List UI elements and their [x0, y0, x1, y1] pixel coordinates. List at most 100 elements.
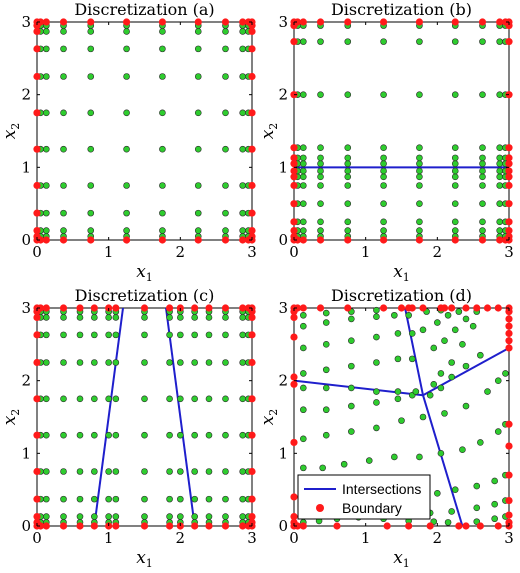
- boundary-point: [290, 438, 298, 447]
- interior-point: [373, 424, 380, 432]
- boundary-point: [42, 18, 50, 26]
- panel-d-legend: Intersections Boundary: [297, 474, 431, 520]
- interior-point: [344, 167, 352, 175]
- interior-point: [105, 395, 112, 403]
- interior-point: [239, 73, 246, 80]
- panel-c-points: [33, 304, 256, 530]
- interior-point: [222, 209, 229, 217]
- interior-point: [91, 314, 98, 321]
- boundary-point: [76, 522, 84, 530]
- interior-point: [239, 182, 246, 189]
- interior-point: [391, 453, 398, 461]
- interior-point: [473, 482, 481, 490]
- interior-point: [479, 154, 486, 162]
- interior-point: [60, 182, 67, 189]
- boundary-point: [462, 304, 470, 312]
- boundary-point: [290, 38, 298, 46]
- interior-point: [479, 38, 486, 45]
- interior-point: [123, 145, 130, 153]
- interior-point: [105, 513, 112, 520]
- interior-point: [437, 370, 445, 377]
- interior-point: [87, 227, 95, 234]
- interior-point: [43, 227, 50, 234]
- interior-point: [344, 160, 352, 167]
- boundary-point: [33, 313, 41, 322]
- interior-point: [317, 154, 324, 162]
- boundary-point: [293, 304, 302, 312]
- interior-point: [444, 519, 452, 526]
- interior-point: [496, 218, 503, 226]
- interior-point: [141, 314, 148, 321]
- interior-point: [222, 331, 229, 339]
- interior-point: [166, 468, 173, 475]
- interior-point: [60, 468, 67, 475]
- boundary-point: [239, 236, 247, 244]
- interior-point: [380, 38, 387, 45]
- interior-point: [434, 489, 441, 497]
- boundary-point: [33, 431, 41, 439]
- boundary-point: [483, 304, 492, 312]
- interior-point: [451, 144, 459, 152]
- interior-point: [344, 182, 352, 189]
- interior-point: [322, 319, 330, 326]
- boundary-point: [379, 304, 388, 312]
- interior-point: [441, 410, 448, 417]
- interior-point: [300, 91, 307, 98]
- panel-a-xlabel: x1: [136, 262, 153, 284]
- interior-point: [87, 45, 95, 53]
- interior-point: [123, 73, 130, 80]
- interior-point: [105, 431, 112, 439]
- interior-point: [455, 308, 463, 315]
- boundary-point: [33, 145, 41, 153]
- boundary-point: [205, 522, 213, 530]
- interior-point: [459, 341, 466, 348]
- interior-point: [222, 513, 229, 520]
- interior-point: [91, 359, 98, 366]
- interior-point: [416, 91, 423, 98]
- interior-point: [380, 227, 387, 234]
- interior-point: [394, 330, 402, 337]
- interior-point: [394, 395, 402, 403]
- x-tick-label: 1: [104, 243, 114, 261]
- x-tick-label: 3: [504, 529, 514, 547]
- boundary-point: [316, 18, 325, 26]
- boundary-point: [244, 236, 253, 244]
- interior-point: [477, 439, 484, 446]
- boundary-point: [244, 304, 253, 312]
- boundary-point: [496, 18, 504, 26]
- interior-point: [239, 495, 246, 503]
- interior-point: [496, 91, 503, 98]
- boundary-point: [496, 236, 504, 244]
- y-tick-label: 3: [278, 299, 288, 317]
- interior-point: [76, 314, 84, 321]
- x-tick-label: 3: [247, 529, 257, 547]
- interior-point: [451, 182, 459, 189]
- interior-point: [451, 167, 459, 175]
- boundary-point: [494, 522, 502, 530]
- interior-point: [239, 45, 246, 53]
- interior-point: [416, 144, 423, 152]
- interior-point: [317, 182, 324, 189]
- interior-point: [496, 227, 503, 234]
- interior-point: [317, 218, 324, 226]
- interior-point: [222, 395, 229, 403]
- interior-point: [159, 73, 166, 80]
- interior-point: [300, 435, 307, 443]
- boundary-point: [33, 45, 41, 53]
- boundary-point: [165, 304, 174, 312]
- interior-point: [60, 109, 67, 117]
- interior-point: [43, 45, 50, 53]
- interior-point: [177, 331, 184, 339]
- y-tick-label: 1: [21, 158, 31, 176]
- interior-point: [479, 91, 486, 98]
- interior-point: [91, 331, 98, 339]
- interior-point: [300, 154, 307, 162]
- interior-point: [43, 359, 50, 366]
- interior-point: [491, 500, 498, 508]
- interior-point: [380, 173, 387, 181]
- interior-point: [91, 468, 98, 475]
- interior-point: [43, 513, 50, 520]
- boundary-point: [473, 304, 481, 312]
- interior-point: [191, 431, 198, 439]
- boundary-point: [42, 304, 50, 312]
